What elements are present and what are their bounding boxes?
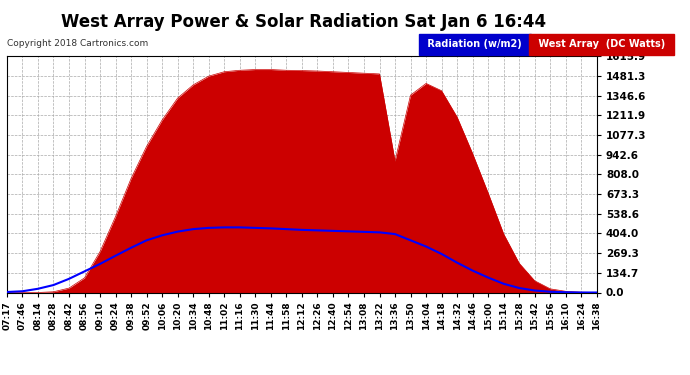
Text: West Array  (DC Watts): West Array (DC Watts)	[535, 39, 669, 50]
Text: West Array Power & Solar Radiation Sat Jan 6 16:44: West Array Power & Solar Radiation Sat J…	[61, 13, 546, 31]
Text: Copyright 2018 Cartronics.com: Copyright 2018 Cartronics.com	[7, 39, 148, 48]
Text: Radiation (w/m2): Radiation (w/m2)	[424, 39, 526, 50]
